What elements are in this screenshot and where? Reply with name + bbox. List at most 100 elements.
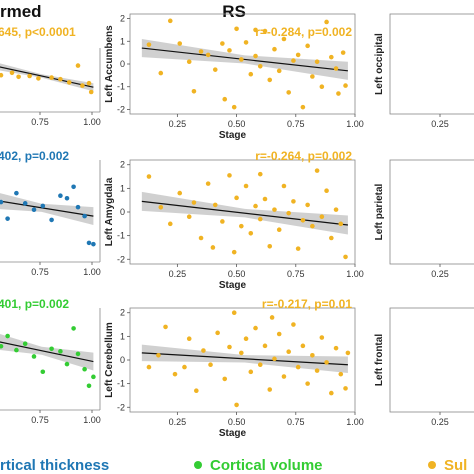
data-point <box>286 90 291 95</box>
data-point <box>295 364 301 370</box>
data-point <box>300 217 306 223</box>
panel-middle-bottom: 0.25 0.50 0.75 1.00 -2 -1 0 1 2 Stage Left Cerebel… <box>104 297 364 439</box>
data-point <box>9 70 15 76</box>
y-axis-title: Left frontal <box>374 334 385 386</box>
x-axis-title: Stage <box>219 428 247 439</box>
data-point <box>276 68 282 74</box>
data-point <box>212 202 218 208</box>
data-point <box>291 199 296 204</box>
data-point <box>64 361 70 367</box>
data-point <box>333 345 339 351</box>
data-point <box>198 235 204 241</box>
data-point <box>267 387 273 392</box>
fit-line <box>141 352 348 366</box>
data-point <box>227 173 232 178</box>
x-tick-label: 1.00 <box>346 417 364 427</box>
data-point <box>243 40 249 45</box>
data-point <box>177 190 183 196</box>
plot-frame <box>389 13 474 115</box>
y-tick-label: -2 <box>117 254 125 264</box>
data-point <box>343 386 348 391</box>
data-point <box>253 27 258 33</box>
data-point <box>286 349 291 355</box>
data-point <box>305 202 310 208</box>
data-point <box>40 369 46 375</box>
data-point <box>14 347 19 353</box>
data-point <box>257 63 263 69</box>
y-tick-label: 2 <box>120 14 125 24</box>
data-point <box>58 193 63 198</box>
stats-annotation: r=-0.284, p=0.002 <box>255 25 352 39</box>
data-point <box>227 48 232 53</box>
data-point <box>64 195 70 201</box>
data-point <box>49 75 54 80</box>
x-tick-label: 1.00 <box>83 415 101 425</box>
data-point <box>257 171 263 177</box>
legend-label: Cortical volume <box>210 457 323 474</box>
data-point <box>86 383 92 389</box>
data-point <box>36 76 41 81</box>
data-point <box>163 324 168 330</box>
data-point <box>91 241 96 247</box>
data-point <box>310 223 315 229</box>
data-point <box>231 310 237 316</box>
data-point <box>0 72 4 78</box>
data-point <box>253 325 258 331</box>
fit-line <box>141 200 348 226</box>
data-point <box>222 96 228 102</box>
data-point <box>75 351 81 357</box>
y-axis-title: Left Amygdala <box>104 177 115 246</box>
data-point <box>91 374 96 380</box>
y-tick-label: 2 <box>120 308 125 318</box>
panel-right-top: 0.25 Left occipital <box>374 13 474 129</box>
data-point <box>267 243 273 249</box>
data-point <box>86 240 92 246</box>
data-point <box>66 80 72 85</box>
y-tick-label: -2 <box>117 104 125 114</box>
data-point <box>257 362 263 368</box>
data-point <box>300 343 306 349</box>
data-point <box>215 330 220 336</box>
y-tick-label: 0 <box>120 355 125 365</box>
data-point <box>269 315 275 320</box>
data-point <box>75 204 81 210</box>
data-point <box>295 52 301 58</box>
x-tick-label: 0.75 <box>287 119 305 129</box>
x-tick-label: 0.75 <box>31 117 49 127</box>
x-tick-label: 0.75 <box>31 267 49 277</box>
data-point <box>88 89 94 95</box>
y-axis-title: Left Cerebellum <box>104 322 115 398</box>
fit-line <box>0 66 94 88</box>
data-point <box>272 46 277 52</box>
x-tick-label: 1.00 <box>83 117 101 127</box>
x-tick-label: 0.25 <box>169 119 187 129</box>
data-point <box>314 368 320 373</box>
data-point <box>314 59 320 65</box>
y-tick-label: -1 <box>117 82 125 92</box>
panel-middle-middle: 0.25 0.50 0.75 1.00 -2 -1 0 1 2 Stage Left Amygdal… <box>104 149 364 291</box>
data-point <box>186 59 192 65</box>
data-point <box>329 54 334 60</box>
fit-line <box>0 341 94 363</box>
y-tick-label: -1 <box>117 231 125 241</box>
x-tick-label: 0.75 <box>287 417 305 427</box>
plot-frame <box>389 307 474 413</box>
data-point <box>262 343 268 349</box>
data-point <box>281 183 287 189</box>
data-point <box>329 390 334 396</box>
data-point <box>182 364 187 370</box>
x-tick-label: 0.25 <box>431 269 449 279</box>
data-point <box>220 41 225 46</box>
data-point <box>248 230 254 236</box>
data-point <box>333 66 339 71</box>
data-point <box>305 381 310 386</box>
data-point <box>310 352 315 358</box>
y-tick-label: 0 <box>120 59 125 69</box>
data-point <box>234 26 239 32</box>
data-point <box>276 331 282 337</box>
confidence-band <box>0 333 94 371</box>
panel-left-middle: 0.75 1.00 402, p=0.002 <box>0 149 101 277</box>
data-point <box>194 388 199 394</box>
data-point <box>319 214 325 220</box>
panel-middle-top: 0.25 0.50 0.75 1.00 -2 -1 0 1 2 Stage Left Accumbe… <box>104 14 364 141</box>
